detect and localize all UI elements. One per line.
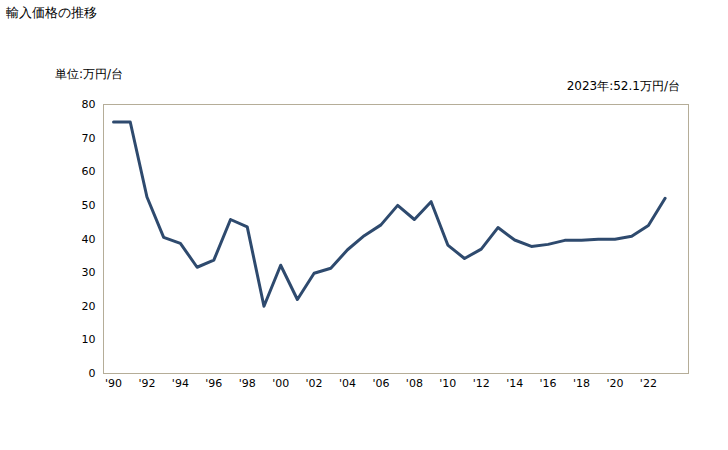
svg-text:70: 70 <box>82 132 96 145</box>
svg-text:'04: '04 <box>339 377 356 390</box>
svg-text:'12: '12 <box>473 377 490 390</box>
svg-text:'98: '98 <box>239 377 256 390</box>
svg-text:'90: '90 <box>105 377 122 390</box>
svg-text:80: 80 <box>82 98 96 111</box>
svg-text:'22: '22 <box>640 377 657 390</box>
html-text:2023年:52.1万円/台: 2023年:52.1万円/台 <box>566 79 680 93</box>
html-text:単位:万円/台: 単位:万円/台 <box>55 67 124 81</box>
svg-text:'10: '10 <box>439 377 456 390</box>
svg-text:60: 60 <box>82 165 96 178</box>
svg-text:'08: '08 <box>406 377 423 390</box>
svg-text:'20: '20 <box>606 377 623 390</box>
svg-text:'18: '18 <box>573 377 590 390</box>
svg-text:'06: '06 <box>372 377 389 390</box>
svg-text:10: 10 <box>82 333 96 346</box>
svg-text:'02: '02 <box>306 377 323 390</box>
svg-text:'14: '14 <box>506 377 523 390</box>
svg-text:20: 20 <box>82 300 96 313</box>
svg-text:0: 0 <box>89 367 96 380</box>
html-text:輸入価格の推移: 輸入価格の推移 <box>6 5 97 20</box>
svg-text:50: 50 <box>82 199 96 212</box>
svg-text:'92: '92 <box>138 377 155 390</box>
svg-text:30: 30 <box>82 266 96 279</box>
svg-text:'96: '96 <box>205 377 222 390</box>
svg-text:'94: '94 <box>172 377 189 390</box>
svg-text:'16: '16 <box>540 377 557 390</box>
svg-text:'00: '00 <box>272 377 289 390</box>
svg-text:40: 40 <box>82 233 96 246</box>
